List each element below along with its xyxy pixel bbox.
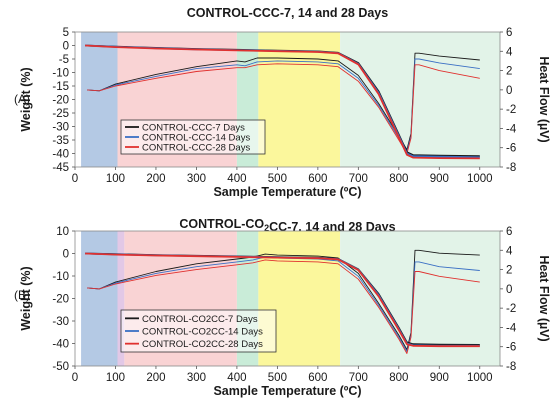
x-tick-label: 500 bbox=[268, 173, 287, 185]
y-left-tick-label: -50 bbox=[52, 361, 69, 373]
x-tick-label: 400 bbox=[227, 173, 246, 185]
temperature-region-2 bbox=[117, 231, 125, 366]
panel-label: (B) bbox=[14, 288, 30, 302]
y-left-tick-label: -25 bbox=[52, 108, 69, 120]
y-left-tick-label: -30 bbox=[52, 316, 69, 328]
weight-line-3 bbox=[85, 252, 480, 348]
x-tick-label: 200 bbox=[146, 372, 165, 384]
x-tick-label: 800 bbox=[389, 372, 408, 384]
y-right-tick-label: 2 bbox=[506, 66, 512, 78]
legend-label-1: CONTROL-CCC-7 Days bbox=[142, 123, 245, 134]
x-tick-label: 600 bbox=[308, 173, 327, 185]
temperature-region-1 bbox=[81, 32, 118, 167]
y-left-tick-label: -45 bbox=[52, 162, 69, 174]
y-right-tick-label: 4 bbox=[506, 46, 513, 58]
chart-title: CONTROL-CO2CC-7, 14 and 28 Days bbox=[179, 217, 395, 234]
x-tick-label: 800 bbox=[389, 173, 408, 185]
y-left-tick-label: -10 bbox=[52, 68, 69, 80]
legend-box bbox=[120, 309, 277, 353]
y-right-tick-label: -4 bbox=[506, 322, 517, 334]
heat-flow-line-2 bbox=[87, 256, 480, 352]
chart-panel-2: CONTROL-CO2CC-7, 14 and 28 Days(B)0 100 20… bbox=[14, 217, 550, 398]
x-tick-label: 900 bbox=[430, 372, 449, 384]
y-right-tick-label: 6 bbox=[506, 27, 512, 39]
heat-flow-line-3 bbox=[87, 63, 480, 154]
y-left-tick-label: -20 bbox=[52, 294, 69, 306]
y-left-axis-label: Weight (%) bbox=[19, 67, 33, 131]
x-tick-label: 700 bbox=[349, 173, 368, 185]
y-right-tick-label: 4 bbox=[506, 245, 513, 257]
y-right-tick-label: 0 bbox=[506, 85, 512, 97]
y-left-tick-label: -40 bbox=[52, 149, 69, 161]
y-right-tick-label: -2 bbox=[506, 303, 516, 315]
y-left-tick-label: -30 bbox=[52, 122, 69, 134]
y-left-axis-label: Weight (%) bbox=[19, 266, 33, 330]
legend-label-3: CONTROL-CCC-28 Days bbox=[142, 143, 250, 154]
chart-panel-1: CONTROL-CCC-7, 14 and 28 Days(A)0 100 200 3… bbox=[14, 6, 550, 199]
y-right-tick-label: -4 bbox=[506, 123, 517, 135]
chart-title: CONTROL-CCC-7, 14 and 28 Days bbox=[187, 6, 388, 20]
x-tick-label: 500 bbox=[268, 372, 287, 384]
x-tick-label: 900 bbox=[430, 173, 449, 185]
y-right-tick-label: -2 bbox=[506, 104, 516, 116]
y-left-tick-label: -40 bbox=[52, 339, 69, 351]
x-tick-label: 0 bbox=[72, 173, 78, 185]
x-axis-label: Sample Temperature (ºC) bbox=[213, 185, 361, 199]
legend-label-2: CONTROL-CCC-14 Days bbox=[142, 133, 250, 144]
y-right-tick-label: 6 bbox=[506, 226, 512, 238]
x-tick-label: 700 bbox=[349, 372, 368, 384]
x-tick-label: 1000 bbox=[467, 372, 493, 384]
x-tick-label: 1000 bbox=[467, 173, 493, 185]
x-tick-label: 100 bbox=[106, 372, 125, 384]
x-tick-label: 600 bbox=[308, 372, 327, 384]
y-right-tick-label: -6 bbox=[506, 143, 516, 155]
y-right-axis-label: Heat Flow (µV) bbox=[537, 255, 550, 341]
x-tick-label: 400 bbox=[227, 372, 246, 384]
y-right-tick-label: 0 bbox=[506, 284, 512, 296]
y-left-tick-label: 10 bbox=[56, 226, 69, 238]
legend-label-2: CONTROL-CO2CC-14 Days bbox=[142, 327, 263, 338]
temperature-region-4 bbox=[258, 32, 341, 167]
y-left-tick-label: 0 bbox=[63, 249, 69, 261]
x-axis-label: Sample Temperature (ºC) bbox=[213, 384, 361, 398]
y-left-tick-label: 5 bbox=[63, 27, 69, 39]
heat-flow-line-1 bbox=[87, 249, 480, 351]
x-tick-label: 100 bbox=[106, 173, 125, 185]
x-tick-label: 200 bbox=[146, 173, 165, 185]
y-left-tick-label: -35 bbox=[52, 135, 69, 147]
legend-label-1: CONTROL-CO2CC-7 Days bbox=[142, 314, 258, 325]
y-left-tick-label: -5 bbox=[59, 54, 69, 66]
temperature-region-5 bbox=[340, 32, 500, 167]
legend-box bbox=[120, 119, 266, 155]
y-left-tick-label: -20 bbox=[52, 95, 69, 107]
y-left-tick-label: -15 bbox=[52, 81, 69, 93]
y-right-tick-label: -8 bbox=[506, 361, 516, 373]
temperature-region-1 bbox=[81, 231, 118, 366]
x-tick-label: 300 bbox=[187, 372, 206, 384]
legend-label-3: CONTROL-CO2CC-28 Days bbox=[142, 339, 263, 350]
y-right-axis-label: Heat Flow (µV) bbox=[537, 56, 550, 142]
x-tick-label: 300 bbox=[187, 173, 206, 185]
y-right-tick-label: 2 bbox=[506, 265, 512, 277]
y-left-tick-label: 0 bbox=[63, 41, 69, 53]
legend: CONTROL-CO2CC-7 Days CONTROL-CO2CC-14 Day… bbox=[120, 309, 277, 353]
y-right-tick-label: -6 bbox=[506, 342, 516, 354]
weight-line-3 bbox=[85, 44, 480, 160]
y-left-tick-label: -10 bbox=[52, 271, 69, 283]
heat-flow-line-3 bbox=[87, 259, 480, 354]
x-tick-label: 0 bbox=[72, 372, 78, 384]
panel-label: (A) bbox=[14, 92, 30, 106]
y-right-tick-label: -8 bbox=[506, 162, 516, 174]
